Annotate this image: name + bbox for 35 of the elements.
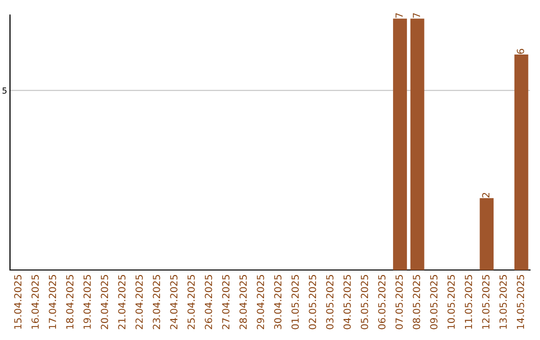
x-tick-label: 02.05.2025	[308, 275, 316, 330]
x-tick-label: 17.04.2025	[48, 275, 56, 329]
x-tick-label: 29.04.2025	[256, 275, 264, 330]
x-tick-label: 18.04.2025	[66, 275, 74, 329]
x-tick-label: 03.05.2025	[326, 275, 334, 330]
x-tick-label: 15.04.2025	[14, 275, 22, 329]
x-tick-label: 28.04.2025	[239, 275, 247, 330]
x-tick-label: 30.04.2025	[274, 275, 282, 330]
x-tick-label: 13.05.2025	[499, 275, 507, 329]
x-tick-label: 06.05.2025	[378, 275, 386, 330]
x-tick-label: 22.04.2025	[135, 275, 143, 330]
data-label: 7	[396, 13, 403, 18]
x-tick-label: 01.05.2025	[291, 275, 299, 330]
x-tick-label: 23.04.2025	[152, 275, 160, 330]
data-label: 2	[482, 192, 490, 198]
x-tick-label: 14.05.2025	[516, 275, 524, 329]
x-tick-label: 05.05.2025	[360, 275, 368, 330]
x-tick-label: 04.05.2025	[343, 275, 351, 330]
data-label: 6	[516, 48, 524, 54]
x-tick-label: 25.04.2025	[187, 275, 195, 330]
x-tick-label: 19.04.2025	[83, 275, 91, 329]
x-tick-label: 10.05.2025	[447, 275, 455, 329]
x-tick-label: 08.05.2025	[412, 275, 420, 330]
x-tick-label: 20.04.2025	[100, 275, 108, 330]
x-tick-label: 11.05.2025	[464, 275, 472, 329]
data-label: 7	[412, 13, 420, 18]
y-tick-label: 5	[2, 88, 6, 94]
x-tick-label: 26.04.2025	[204, 275, 212, 330]
x-tick-label: 12.05.2025	[482, 275, 490, 329]
x-tick-label: 16.04.2025	[31, 275, 39, 329]
x-tick-label: 07.05.2025	[395, 275, 403, 330]
x-tick-label: 27.04.2025	[222, 275, 230, 330]
x-tick-label: 24.04.2025	[170, 275, 178, 330]
x-tick-label: 21.04.2025	[118, 275, 126, 330]
x-tick-label: 09.05.2025	[430, 275, 438, 330]
